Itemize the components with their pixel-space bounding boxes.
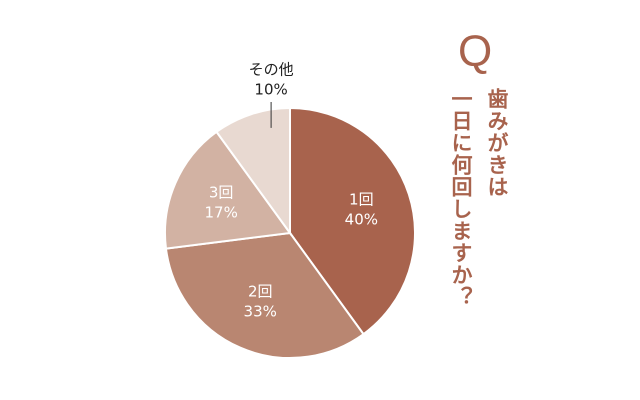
- slice-value: 33%: [244, 302, 277, 320]
- title-line: 一日に何回しますか？: [449, 88, 473, 308]
- slice-label: 1回: [349, 190, 374, 208]
- slice-value: 10%: [254, 81, 287, 99]
- title-line: 歯みがきは: [485, 88, 509, 198]
- slice-label: 3回: [209, 184, 234, 202]
- slice-label: 2回: [248, 282, 273, 300]
- slice-value: 17%: [204, 204, 237, 222]
- slice-value: 40%: [345, 210, 378, 228]
- pie-slice: [215, 106, 291, 237]
- pie-slice: [164, 231, 365, 359]
- pie-slice: [289, 106, 416, 336]
- title-mark: Q: [458, 27, 493, 76]
- slice-label: その他: [249, 61, 294, 79]
- pie-slice: [164, 130, 292, 250]
- title: 歯みがきは 一日に何回しますか？: [446, 88, 512, 308]
